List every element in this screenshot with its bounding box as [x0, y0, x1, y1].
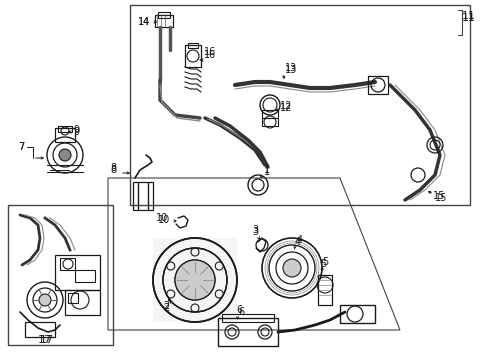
Text: 9: 9: [73, 125, 79, 135]
Text: 7: 7: [18, 142, 24, 152]
Bar: [367, 76, 387, 94]
Bar: [262, 110, 278, 118]
Text: 11: 11: [461, 11, 475, 21]
Text: 13: 13: [285, 65, 297, 75]
Text: 15: 15: [434, 193, 447, 203]
Text: 6: 6: [238, 307, 244, 317]
Text: 14: 14: [138, 17, 150, 27]
Bar: [262, 118, 278, 126]
Text: 15: 15: [432, 191, 445, 201]
Text: 8: 8: [110, 163, 116, 173]
Bar: [58, 126, 72, 132]
Circle shape: [175, 260, 215, 300]
Text: 5: 5: [321, 257, 327, 267]
Text: 4: 4: [296, 235, 303, 245]
Circle shape: [283, 259, 301, 277]
Bar: [25, 322, 55, 337]
Text: 6: 6: [236, 305, 242, 315]
Text: 7: 7: [18, 142, 24, 152]
Bar: [222, 314, 273, 322]
Text: 1: 1: [264, 167, 269, 177]
Text: 13: 13: [285, 63, 297, 73]
Bar: [158, 12, 170, 18]
Circle shape: [39, 294, 51, 306]
Bar: [187, 43, 198, 48]
Bar: [8, 205, 113, 345]
Bar: [184, 45, 201, 67]
Text: 11: 11: [461, 13, 475, 23]
Bar: [130, 5, 469, 205]
Bar: [65, 290, 100, 315]
Bar: [55, 255, 100, 290]
Text: 14: 14: [138, 17, 150, 27]
Circle shape: [59, 149, 71, 161]
Text: 3: 3: [251, 227, 258, 237]
Text: 16: 16: [203, 50, 216, 60]
Text: 17: 17: [40, 335, 54, 345]
Bar: [339, 305, 374, 323]
Text: 1: 1: [264, 165, 269, 175]
Bar: [153, 238, 237, 322]
Text: 5: 5: [319, 259, 325, 269]
Text: 17: 17: [38, 335, 52, 345]
Text: 2: 2: [163, 301, 169, 311]
Bar: [133, 182, 153, 210]
Bar: [218, 318, 278, 346]
Text: 12: 12: [280, 101, 292, 111]
Circle shape: [175, 260, 215, 300]
Bar: [317, 275, 331, 305]
Text: 3: 3: [251, 225, 258, 235]
Text: 9: 9: [73, 127, 79, 137]
Bar: [68, 293, 78, 303]
Text: 16: 16: [203, 47, 216, 57]
Text: 4: 4: [294, 237, 301, 247]
Text: 10: 10: [156, 213, 168, 223]
Text: 12: 12: [280, 103, 292, 113]
Text: 2: 2: [163, 303, 169, 313]
Bar: [75, 270, 95, 282]
Bar: [60, 258, 75, 270]
Text: 8: 8: [110, 165, 116, 175]
Bar: [155, 15, 173, 27]
Bar: [55, 128, 75, 142]
Text: 10: 10: [158, 215, 170, 225]
